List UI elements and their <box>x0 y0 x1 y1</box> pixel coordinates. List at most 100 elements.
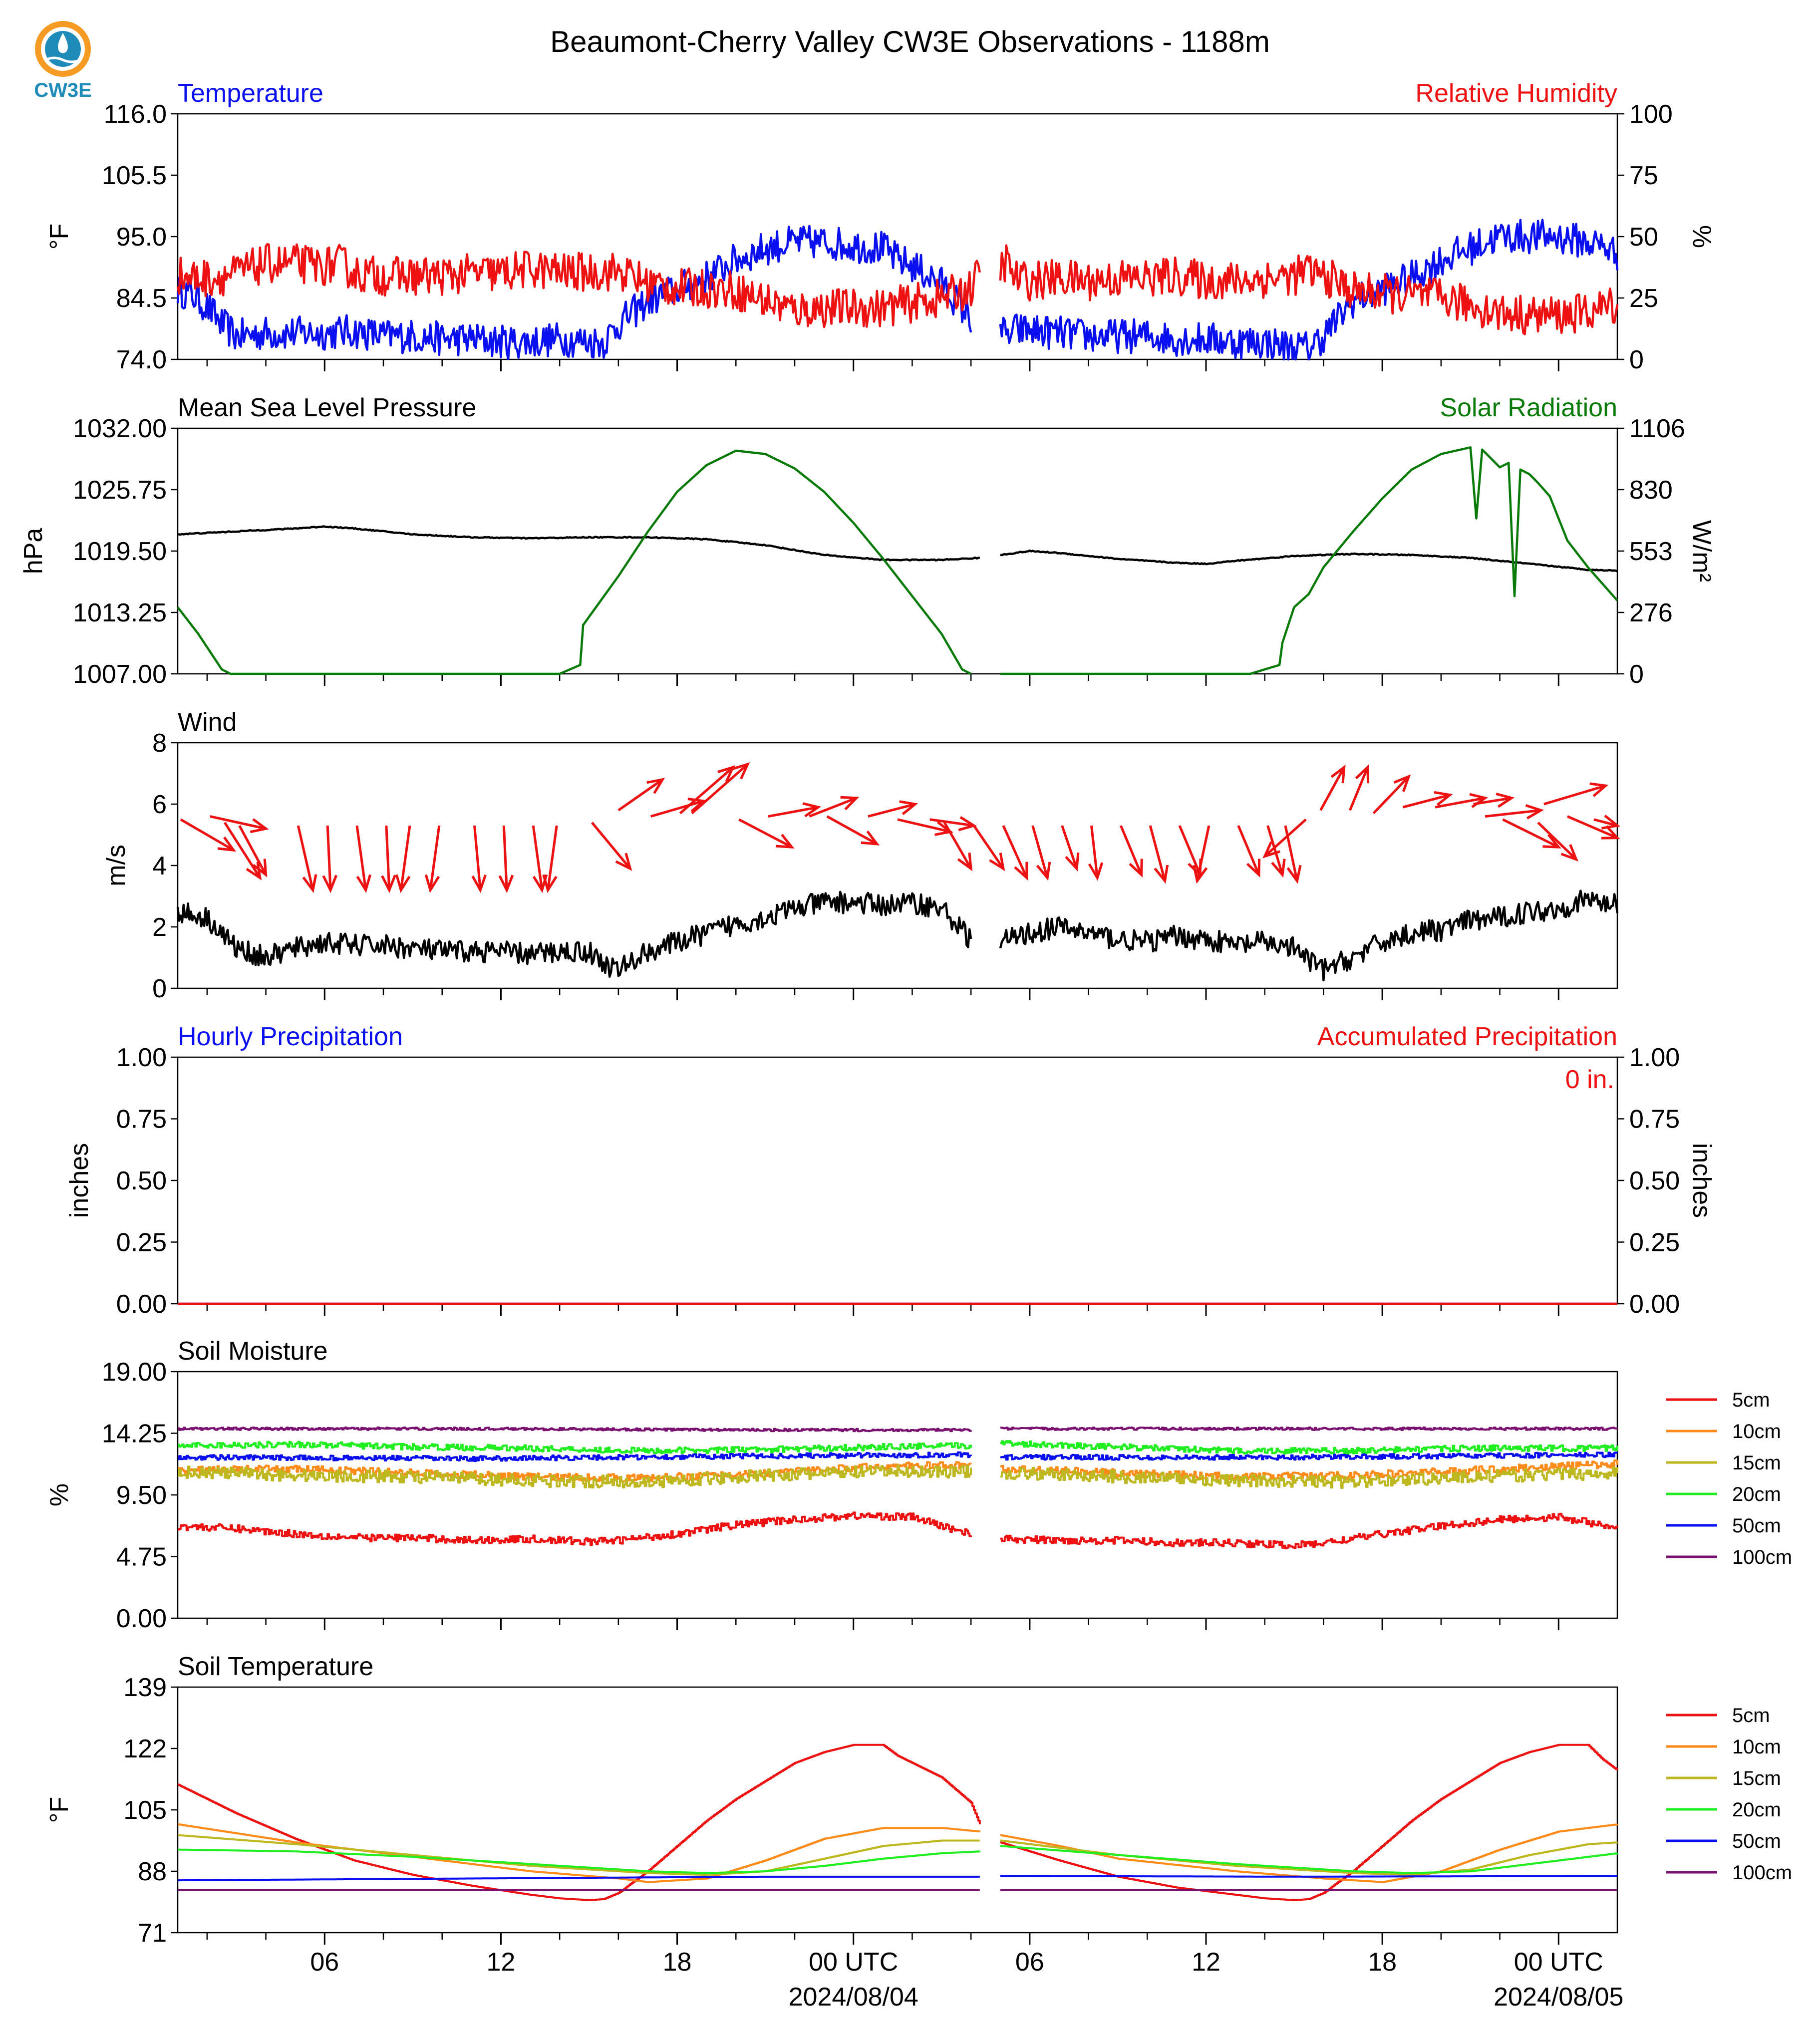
wind-arrow-shaft <box>547 825 558 890</box>
pressure_solar-series-solar-radiation-a <box>177 449 972 675</box>
wind-arrow <box>381 825 396 893</box>
pressure_solar-ytick-label: 1013.25 <box>73 598 167 627</box>
x-tick-label: 00 UTC <box>1514 1948 1603 1977</box>
wind-arrow-shaft <box>1090 825 1099 878</box>
soil_moisture-title-left: Soil Moisture <box>178 1337 328 1366</box>
wind-arrow-shaft <box>238 825 267 875</box>
wind-arrow <box>1593 815 1620 830</box>
wind-arrow-shaft <box>326 825 332 890</box>
precip-ytick-right-label: 0.25 <box>1629 1228 1680 1257</box>
wind-series-wind-a <box>176 890 972 978</box>
soil_temp-series-15cm-a <box>178 1834 980 1876</box>
wind-arrow-head <box>802 802 822 818</box>
wind-arrow-shaft <box>738 818 793 849</box>
wind-arrow <box>868 800 918 818</box>
temp_rh-title-right: Relative Humidity <box>1415 79 1617 108</box>
precip-ytick-label: 1.00 <box>116 1043 167 1072</box>
soil_temp-legend-label: 100cm <box>1732 1862 1792 1884</box>
soil_moisture-series-20cm-a <box>178 1441 972 1454</box>
wind-arrow <box>691 762 750 815</box>
soil_temp-legend-label: 15cm <box>1732 1767 1781 1789</box>
temp_rh-series-temperature-a <box>176 225 972 360</box>
temp_rh-ytick-right-label: 25 <box>1629 284 1658 313</box>
temp_rh-series-relative-humidity-a <box>176 243 981 328</box>
wind-ytick-label: 6 <box>152 790 167 819</box>
soil_moisture-ytick-label: 19.00 <box>102 1358 167 1387</box>
wind-arrow-head <box>840 796 860 811</box>
wind-arrow-shaft <box>429 825 441 890</box>
wind-arrow <box>1088 825 1104 881</box>
temp_rh-ytick-label: 84.5 <box>116 284 167 313</box>
temp_rh-series-temperature-b <box>999 219 1619 361</box>
wind-arrow-shaft <box>1349 767 1369 811</box>
x-tick-label: 12 <box>1192 1948 1220 1977</box>
wind-arrow-shaft <box>385 825 391 890</box>
wind-arrow <box>1485 804 1544 820</box>
soil_moisture-legend-label: 100cm <box>1732 1546 1792 1568</box>
soil_temp-ytick-label: 139 <box>123 1673 167 1702</box>
wind-arrow-shaft <box>1237 825 1260 875</box>
precip-ytick-right-label: 0.75 <box>1629 1105 1680 1134</box>
soil_moisture-ytick-label: 4.75 <box>116 1543 167 1572</box>
pressure_solar-ytick-label: 1019.50 <box>73 537 167 566</box>
wind-arrow <box>1178 825 1202 878</box>
wind-arrow <box>1237 825 1261 878</box>
wind-arrow-head <box>217 836 237 852</box>
precip-title-right: Accumulated Precipitation <box>1317 1022 1617 1051</box>
wind-arrow-head <box>246 862 262 880</box>
wind-arrow-head <box>1601 825 1620 840</box>
precip-frame <box>177 1056 1618 1305</box>
wind-ytick-label: 8 <box>152 729 167 758</box>
wind-arrow-head <box>542 874 558 893</box>
x-date-label: 2024/08/05 <box>1494 1983 1623 2012</box>
wind-arrow-shaft <box>1537 822 1577 861</box>
pressure_solar-ytick-right-label: 553 <box>1629 537 1673 566</box>
pressure_solar-ytick-label: 1025.75 <box>73 476 167 505</box>
temp_rh-ytick-right-label: 50 <box>1629 223 1658 252</box>
wind-arrow-head <box>957 853 973 871</box>
wind-arrow <box>322 825 338 893</box>
soil_moisture-series-5cm-b <box>1000 1512 1618 1550</box>
wind-ytick-label: 0 <box>152 974 167 1003</box>
wind-arrow <box>1061 825 1080 871</box>
wind-arrow <box>1473 793 1515 808</box>
soil_temp-series-50cm-b <box>1000 1875 1617 1878</box>
wind-arrow <box>1502 818 1561 849</box>
wind-arrow-head <box>381 874 396 893</box>
precip-title-left: Hourly Precipitation <box>178 1022 403 1051</box>
wind-arrow <box>1120 825 1143 878</box>
pressure_solar-ytick-label: 1007.00 <box>73 660 167 689</box>
soil_temp-ytick-label: 105 <box>123 1796 167 1825</box>
wind-arrow <box>1262 818 1307 859</box>
wind-arrow-shaft <box>826 815 878 846</box>
precip-ytick-label: 0.00 <box>116 1290 167 1319</box>
soil_temp-ytick-label: 71 <box>138 1919 167 1948</box>
pressure_solar-series-mean-sea-level-pressure-a <box>177 525 980 562</box>
wind-arrow-head <box>356 874 372 893</box>
pressure_solar-ylabel: hPa <box>19 528 48 575</box>
wind-arrow <box>210 815 269 834</box>
wind-arrow <box>355 825 372 893</box>
wind-arrow-shaft <box>224 822 261 878</box>
wind-arrow-head <box>732 762 750 780</box>
soil_moisture-series-100cm-a <box>178 1426 972 1433</box>
soil_moisture-legend-label: 5cm <box>1732 1389 1770 1411</box>
wind-arrow-head <box>1393 774 1411 792</box>
wind-arrow <box>679 765 736 815</box>
soil_moisture-series-20cm-b <box>1000 1440 1618 1455</box>
wind-arrow <box>591 822 632 871</box>
wind-arrow-shaft <box>679 766 734 815</box>
pressure_solar-title-left: Mean Sea Level Pressure <box>178 393 476 422</box>
wind-arrow-shaft <box>1566 815 1618 839</box>
pressure_solar-ytick-right-label: 276 <box>1629 598 1673 627</box>
wind-arrow <box>1266 825 1286 878</box>
soil_temp-title-left: Soil Temperature <box>178 1652 373 1681</box>
wind-arrow <box>738 818 795 849</box>
soil_moisture-ytick-label: 9.50 <box>116 1481 167 1510</box>
wind-arrow-head <box>1065 853 1080 871</box>
soil_moisture-legend-label: 15cm <box>1732 1452 1781 1474</box>
wind-arrow-shaft <box>1319 767 1345 811</box>
wind-series-wind-b <box>999 889 1619 982</box>
wind-arrow-shaft <box>1178 825 1202 875</box>
x-tick-label: 00 UTC <box>809 1948 898 1977</box>
